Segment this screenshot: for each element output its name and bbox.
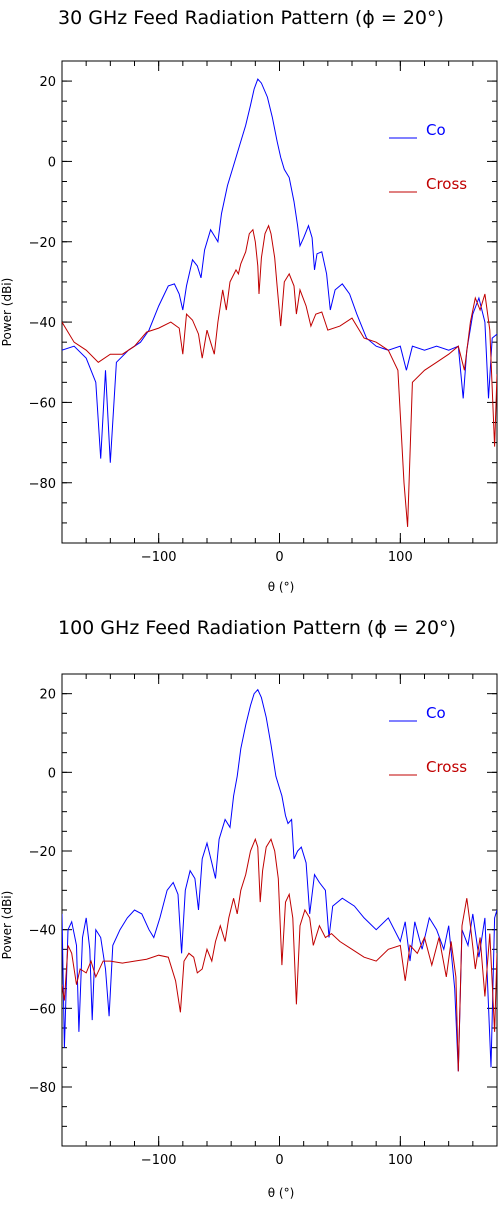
x-tick-label: 0 <box>275 1153 283 1168</box>
y-tick-label: −40 <box>29 924 56 939</box>
y-axis-label: Power (dBi) <box>0 891 14 960</box>
x-tick-label: −100 <box>141 550 177 565</box>
chart-100ghz: 100 GHz Feed Radiation Pattern (ϕ = 20°)… <box>0 617 498 1200</box>
x-tick-label: 0 <box>275 550 283 565</box>
y-tick-label: 20 <box>39 688 56 703</box>
series-line-cross <box>62 837 497 1072</box>
series-line-co <box>62 78 497 463</box>
legend-label-co: Co <box>426 704 446 722</box>
y-tick-label: −60 <box>29 396 56 411</box>
legend-label-co: Co <box>426 121 446 139</box>
y-tick-label: −20 <box>29 845 56 860</box>
legend-label-cross: Cross <box>426 175 467 193</box>
x-tick-label: −100 <box>141 1153 177 1168</box>
y-tick-label: −80 <box>29 1081 56 1096</box>
y-tick-label: −80 <box>29 477 56 492</box>
series-line-co <box>62 688 497 1072</box>
y-tick-label: −20 <box>29 236 56 251</box>
y-axis-label: Power (dBi) <box>0 278 14 347</box>
x-tick-label: 100 <box>388 1153 413 1168</box>
chart-30ghz: 30 GHz Feed Radiation Pattern (ϕ = 20°) … <box>0 7 498 594</box>
x-axis-label: θ (°) <box>268 1186 295 1200</box>
series-line-cross <box>62 224 497 527</box>
y-tick-label: 0 <box>48 155 56 170</box>
y-tick-label: −60 <box>29 1002 56 1017</box>
y-tick-label: 0 <box>48 766 56 781</box>
y-tick-label: 20 <box>39 75 56 90</box>
x-axis-label: θ (°) <box>268 580 295 594</box>
y-tick-label: −40 <box>29 316 56 331</box>
chart-title: 100 GHz Feed Radiation Pattern (ϕ = 20°) <box>58 617 456 639</box>
chart-title: 30 GHz Feed Radiation Pattern (ϕ = 20°) <box>58 7 444 29</box>
x-tick-label: 100 <box>388 550 413 565</box>
legend-label-cross: Cross <box>426 758 467 776</box>
